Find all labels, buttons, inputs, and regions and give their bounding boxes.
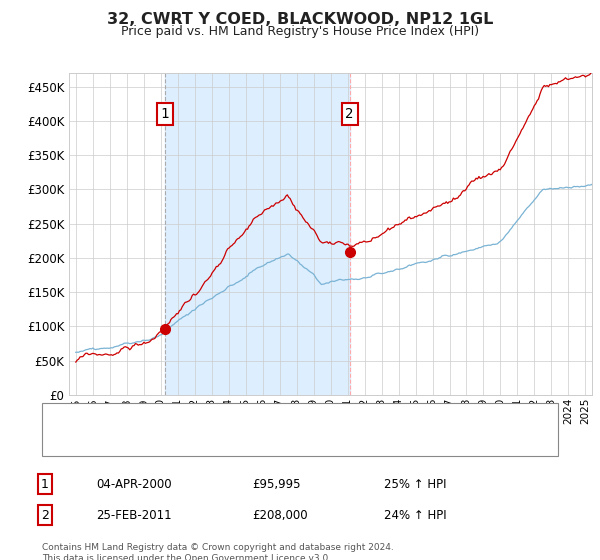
Text: 25% ↑ HPI: 25% ↑ HPI	[384, 478, 446, 491]
Text: 24% ↑ HPI: 24% ↑ HPI	[384, 508, 446, 522]
Text: 1: 1	[161, 107, 169, 121]
Text: Contains HM Land Registry data © Crown copyright and database right 2024.
This d: Contains HM Land Registry data © Crown c…	[42, 543, 394, 560]
Text: 32, CWRT Y COED, BLACKWOOD, NP12 1GL: 32, CWRT Y COED, BLACKWOOD, NP12 1GL	[107, 12, 493, 27]
Bar	[165, 73, 350, 395]
Text: £208,000: £208,000	[252, 508, 308, 522]
Text: 32, CWRT Y COED, BLACKWOOD, NP12 1GL (detached house): 32, CWRT Y COED, BLACKWOOD, NP12 1GL (de…	[97, 413, 440, 423]
Text: £95,995: £95,995	[252, 478, 301, 491]
Text: 2: 2	[41, 508, 49, 522]
Text: HPI: Average price, detached house, Caerphilly: HPI: Average price, detached house, Caer…	[97, 438, 360, 448]
Text: 04-APR-2000: 04-APR-2000	[96, 478, 172, 491]
Text: 25-FEB-2011: 25-FEB-2011	[96, 508, 172, 522]
Text: 1: 1	[41, 478, 49, 491]
Text: Price paid vs. HM Land Registry's House Price Index (HPI): Price paid vs. HM Land Registry's House …	[121, 25, 479, 38]
Text: 2: 2	[346, 107, 354, 121]
